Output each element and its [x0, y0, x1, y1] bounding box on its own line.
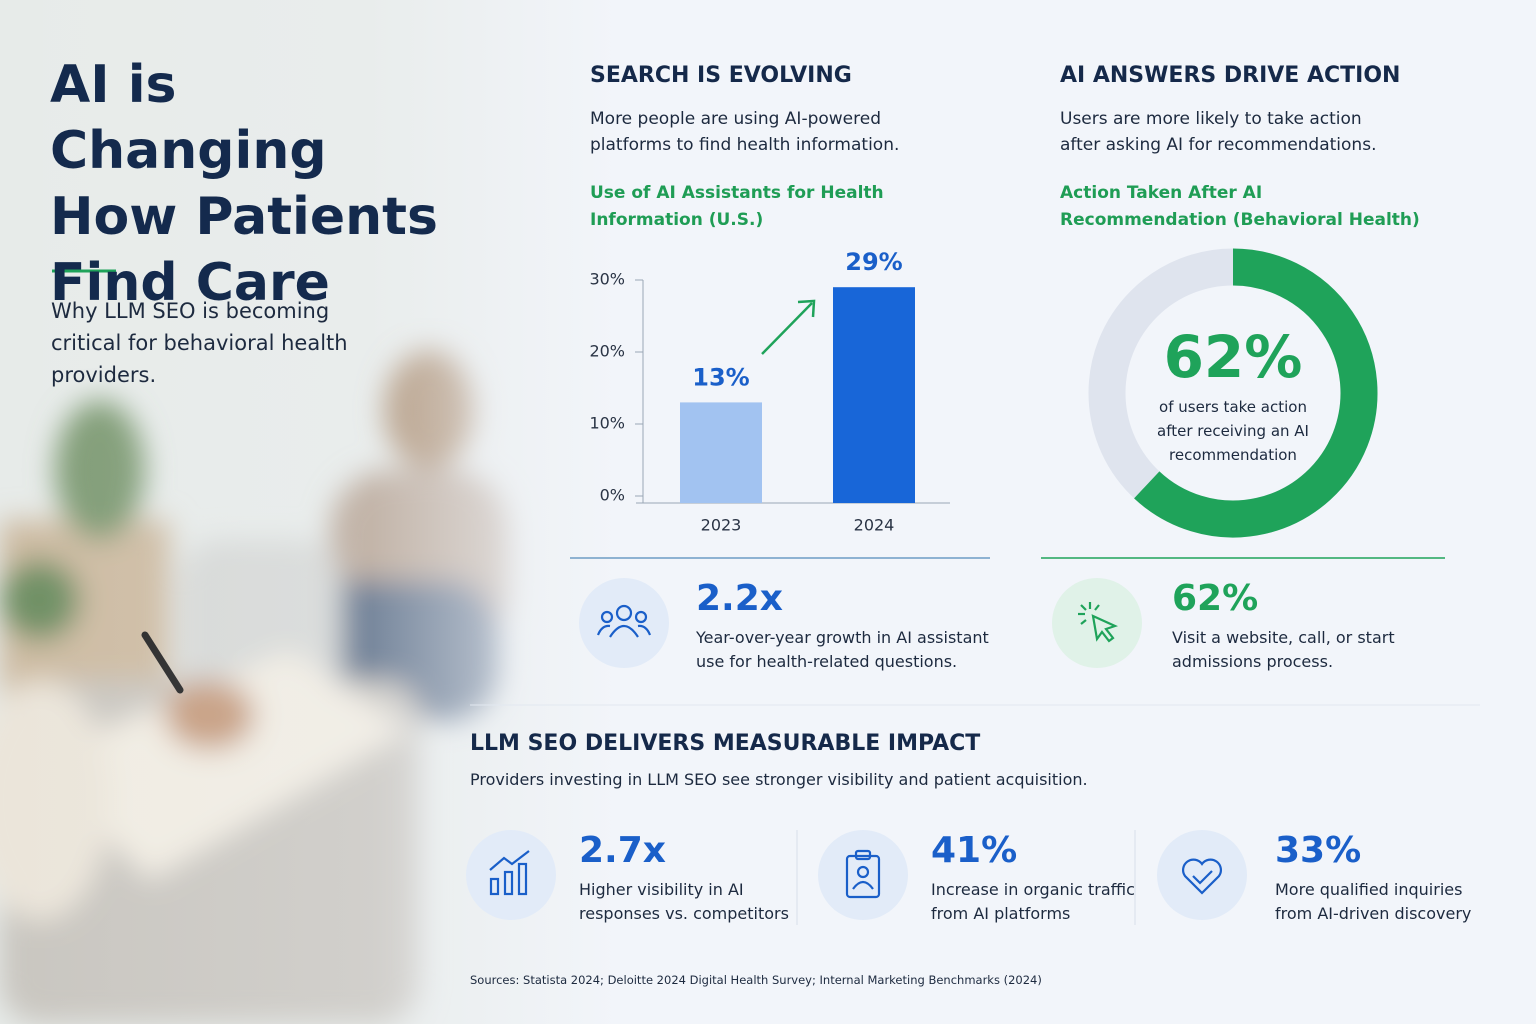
- section-description: Users are more likely to take action aft…: [1060, 109, 1377, 155]
- page-title: AI is Changing How Patients Find Care: [50, 55, 438, 313]
- x-tick-label: 2024: [854, 516, 895, 535]
- people-icon: [596, 604, 652, 638]
- subtitle: Why LLM SEO is becoming critical for beh…: [51, 299, 348, 387]
- chart-icon: [489, 850, 530, 896]
- bar: [680, 402, 762, 503]
- heart-icon-check: [1192, 870, 1213, 885]
- icon-circle: [818, 830, 908, 920]
- donut-segment: [1134, 248, 1378, 538]
- y-tick-label: 30%: [589, 270, 625, 289]
- clipboard-icon: [845, 849, 881, 899]
- sources: Sources: Statista 2024; Deloitte 2024 Di…: [470, 973, 1042, 987]
- icon-circle: [1052, 578, 1142, 668]
- section-description: More people are using AI-powered platfor…: [590, 109, 900, 155]
- donut-value-label: 62%: [1163, 323, 1303, 391]
- bar-value-label: 29%: [845, 248, 902, 276]
- section-title: AI ANSWERS DRIVE ACTION: [1060, 63, 1401, 88]
- impact-value: 33%: [1275, 830, 1362, 871]
- stat-value: 2.2x: [696, 578, 783, 619]
- y-tick-label: 20%: [589, 342, 625, 361]
- section-title: LLM SEO DELIVERS MEASURABLE IMPACT: [470, 731, 981, 756]
- stat-text: Year-over-year growth in AI assistant us…: [696, 628, 989, 671]
- click-icon: [1078, 602, 1119, 643]
- growth-arrow: [761, 302, 813, 355]
- bar: [833, 287, 915, 503]
- impact-value: 41%: [931, 830, 1018, 871]
- chart-title: Action Taken After AI Recommendation (Be…: [1060, 183, 1420, 230]
- section-title: SEARCH IS EVOLVING: [590, 63, 852, 88]
- impact-value: 2.7x: [579, 830, 666, 871]
- section-description: Providers investing in LLM SEO see stron…: [470, 770, 1088, 789]
- background-photo: [0, 0, 620, 1024]
- impact-text: More qualified inquiries from AI-driven …: [1275, 880, 1472, 923]
- icon-circle: [579, 578, 669, 668]
- growth-arrow-head: [797, 299, 816, 318]
- impact-text: Increase in organic traffic from AI plat…: [931, 880, 1135, 923]
- bar-value-label: 13%: [692, 363, 749, 391]
- donut-center-text: of users take action after receiving an …: [1157, 398, 1309, 464]
- y-tick-label: 0%: [600, 486, 625, 505]
- stat-value: 62%: [1172, 578, 1259, 619]
- heart-icon: [1182, 858, 1222, 895]
- x-tick-label: 2023: [701, 516, 742, 535]
- y-tick-label: 10%: [589, 414, 625, 433]
- stat-text: Visit a website, call, or start admissio…: [1172, 628, 1395, 671]
- impact-text: Higher visibility in AI responses vs. co…: [579, 880, 789, 923]
- icon-circle: [1157, 830, 1247, 920]
- chart-title: Use of AI Assistants for Health Informat…: [590, 183, 884, 230]
